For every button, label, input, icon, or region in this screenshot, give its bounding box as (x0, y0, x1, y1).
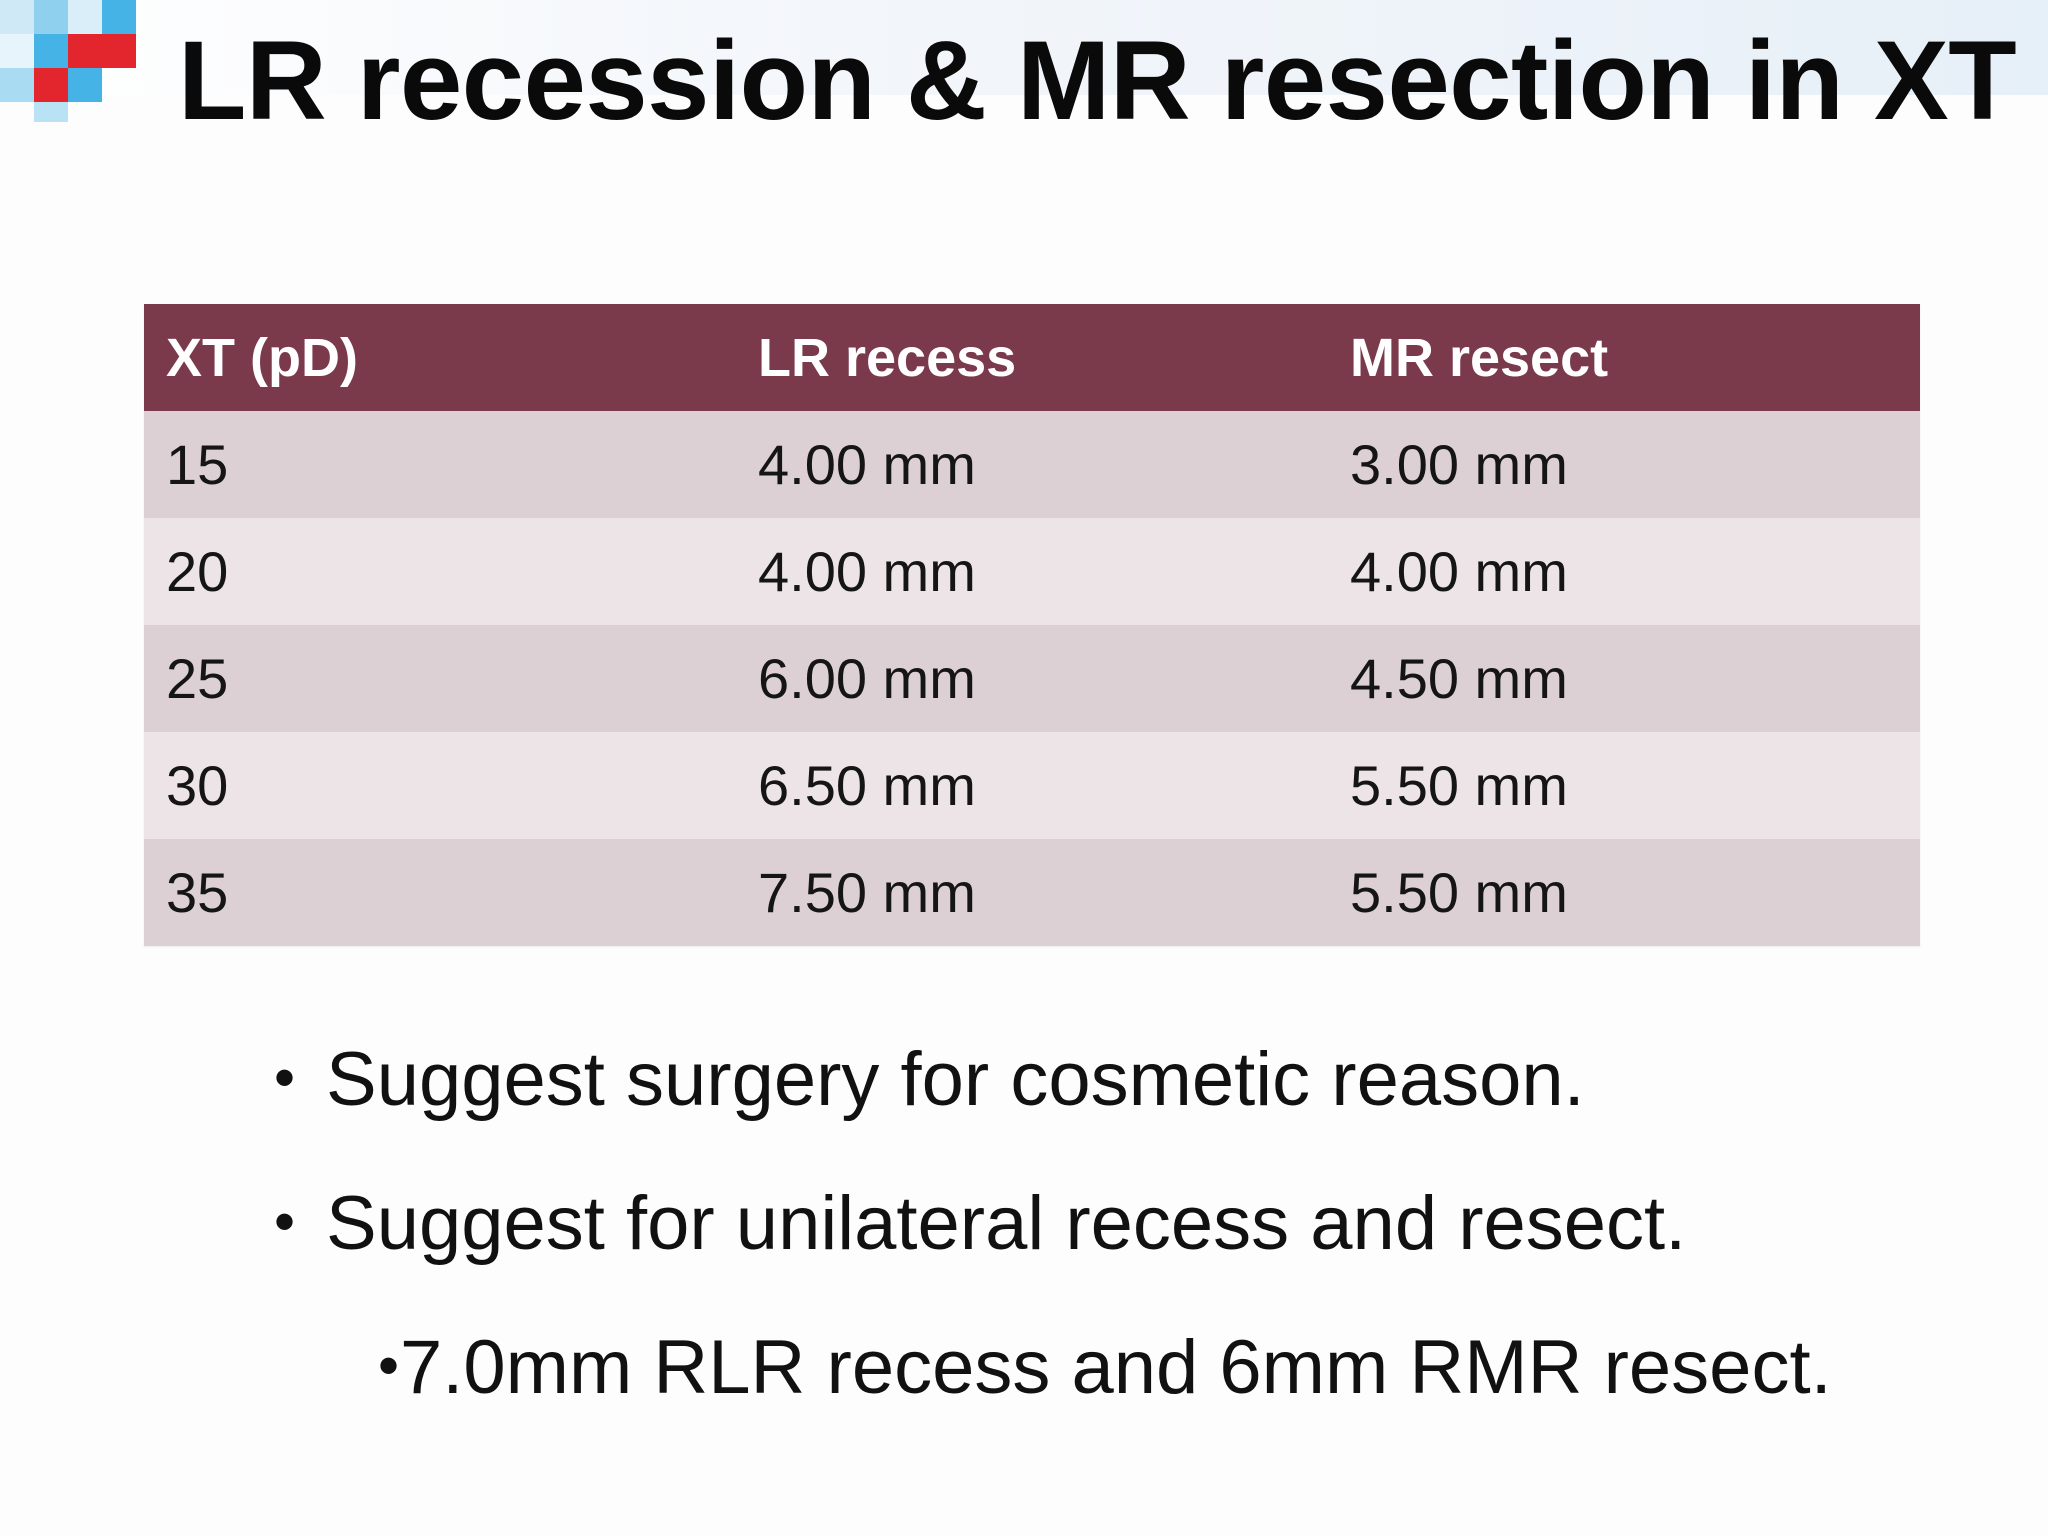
bullet-marker: • (274, 1188, 296, 1255)
logo-icon (0, 0, 136, 122)
table-row: 25 6.00 mm 4.50 mm (144, 625, 1920, 732)
header-mr-resect: MR resect (1328, 304, 1920, 411)
cell-lr-recess: 4.00 mm (736, 518, 1328, 625)
bullet-list: • Suggest surgery for cosmetic reason. •… (270, 1035, 2010, 1413)
header-lr-recess: LR recess (736, 304, 1328, 411)
cell-mr-resect: 5.50 mm (1328, 732, 1920, 839)
bullet-text: Suggest surgery for cosmetic reason. (326, 1037, 1585, 1122)
bullet-item: • Suggest for unilateral recess and rese… (270, 1179, 2010, 1269)
cell-xt: 35 (144, 839, 736, 946)
table-header-row: XT (pD) LR recess MR resect (144, 304, 1920, 411)
cell-xt: 25 (144, 625, 736, 732)
bullet-marker: • (274, 1044, 296, 1111)
cell-mr-resect: 5.50 mm (1328, 839, 1920, 946)
cell-lr-recess: 6.00 mm (736, 625, 1328, 732)
header-band (0, 0, 2048, 95)
cell-xt: 20 (144, 518, 736, 625)
cell-lr-recess: 6.50 mm (736, 732, 1328, 839)
cell-xt: 15 (144, 411, 736, 518)
cell-lr-recess: 4.00 mm (736, 411, 1328, 518)
page-title: LR recession & MR resection in XT (178, 18, 2017, 143)
bullet-marker: • (378, 1332, 400, 1399)
table-row: 15 4.00 mm 3.00 mm (144, 411, 1920, 518)
cell-mr-resect: 4.50 mm (1328, 625, 1920, 732)
cell-xt: 30 (144, 732, 736, 839)
table-row: 30 6.50 mm 5.50 mm (144, 732, 1920, 839)
bullet-item: • Suggest surgery for cosmetic reason. (270, 1035, 2010, 1125)
bullet-text: Suggest for unilateral recess and resect… (326, 1181, 1687, 1266)
data-table: XT (pD) LR recess MR resect 15 4.00 mm 3… (144, 304, 1920, 946)
sub-bullet-item: • 7.0mm RLR recess and 6mm RMR resect. (270, 1323, 2010, 1413)
header-xt: XT (pD) (144, 304, 736, 411)
table-row: 35 7.50 mm 5.50 mm (144, 839, 1920, 946)
cell-mr-resect: 3.00 mm (1328, 411, 1920, 518)
table-row: 20 4.00 mm 4.00 mm (144, 518, 1920, 625)
cell-mr-resect: 4.00 mm (1328, 518, 1920, 625)
bullet-text: 7.0mm RLR recess and 6mm RMR resect. (400, 1325, 1832, 1410)
cell-lr-recess: 7.50 mm (736, 839, 1328, 946)
